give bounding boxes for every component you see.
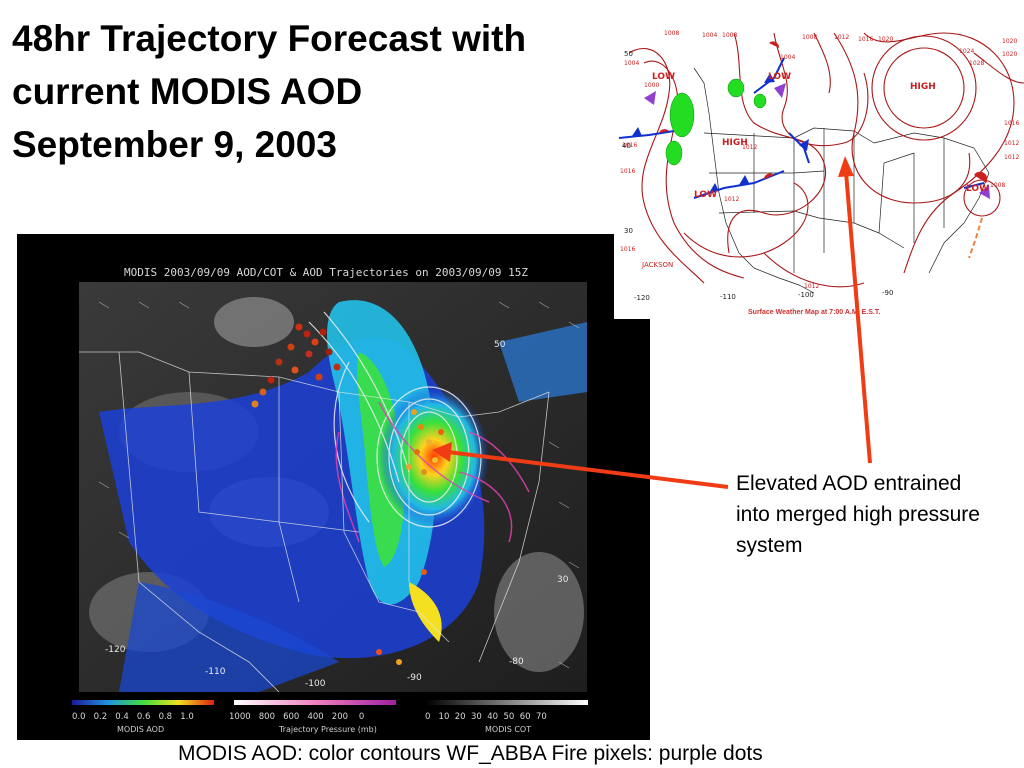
svg-text:1016: 1016 (620, 168, 635, 175)
annotation-text: Elevated AOD entrained into merged high … (736, 468, 1016, 561)
title-line-1: 48hr Trajectory Forecast with (12, 18, 527, 59)
title-line-2: current MODIS AOD (12, 71, 363, 112)
svg-text:1020: 1020 (1002, 51, 1017, 58)
svg-text:1016: 1016 (858, 36, 873, 43)
modis-lon-90: -90 (407, 673, 422, 683)
modis-image-title: MODIS 2003/09/09 AOD/COT & AOD Trajector… (124, 266, 528, 279)
arrow-to-weather-map (844, 171, 872, 464)
title-line-3: September 9, 2003 (12, 124, 337, 165)
svg-text:1008: 1008 (990, 182, 1005, 189)
modis-lon-100: -100 (305, 679, 326, 689)
svg-text:1004: 1004 (624, 60, 639, 67)
svg-text:1020: 1020 (878, 36, 893, 43)
aod-colorbar-ticks: 0.0 0.2 0.4 0.6 0.8 1.0 (72, 712, 194, 722)
low-label-3: LOW (694, 190, 717, 200)
annotation-line-3: system (736, 534, 803, 557)
surface-weather-map: LOW LOW HIGH HIGH LOW LOW 1008 1004 1008… (614, 23, 1024, 319)
svg-text:1012: 1012 (804, 283, 819, 290)
svg-text:1016: 1016 (622, 142, 637, 149)
arrow-to-modis (447, 450, 729, 489)
svg-text:1008: 1008 (802, 34, 817, 41)
svg-text:30: 30 (624, 227, 633, 235)
svg-text:1012: 1012 (1004, 154, 1019, 161)
pressure-colorbar-ticks: 1000 800 600 400 200 0 (229, 712, 365, 722)
city-jackson: JACKSON (641, 261, 673, 269)
low-label-1: LOW (652, 72, 675, 82)
modis-lon-120: -120 (105, 645, 126, 655)
svg-text:-100: -100 (798, 291, 814, 299)
svg-text:1004: 1004 (780, 54, 795, 61)
svg-text:1004: 1004 (702, 32, 717, 39)
slide-title: 48hr Trajectory Forecast with current MO… (12, 12, 592, 171)
svg-text:1012: 1012 (742, 144, 757, 151)
svg-text:1024: 1024 (959, 48, 974, 55)
modis-lon-80: -80 (509, 657, 524, 667)
svg-text:50: 50 (624, 50, 633, 58)
modis-lat-50: 50 (494, 340, 506, 350)
svg-text:40: 40 (622, 142, 631, 150)
modis-aod-image: MODIS 2003/09/09 AOD/COT & AOD Trajector… (17, 234, 650, 740)
svg-text:1012: 1012 (724, 196, 739, 203)
low-label-2: LOW (768, 72, 791, 82)
high-label-2: HIGH (722, 138, 748, 148)
annotation-line-1: Elevated AOD entrained (736, 472, 962, 495)
svg-text:-120: -120 (634, 294, 650, 302)
modis-lat-30: 30 (557, 575, 569, 585)
svg-text:1016: 1016 (1004, 120, 1019, 127)
svg-text:1020: 1020 (1002, 38, 1017, 45)
aod-colorbar-label: MODIS AOD (117, 725, 165, 734)
svg-text:-110: -110 (720, 293, 736, 301)
svg-text:1000: 1000 (644, 82, 659, 89)
pressure-colorbar-label: Trajectory Pressure (mb) (279, 725, 377, 734)
weather-map-caption: Surface Weather Map at 7:00 A.M. E.S.T. (748, 309, 881, 316)
svg-text:1008: 1008 (664, 30, 679, 37)
cot-colorbar-label: MODIS COT (485, 725, 532, 734)
svg-text:1012: 1012 (1004, 140, 1019, 147)
fire-pixels (251, 323, 444, 665)
annotation-line-2: into merged high pressure (736, 503, 980, 526)
modis-aod-map: 50 30 -120 -110 -100 -90 -80 (79, 282, 587, 692)
cot-colorbar-ticks: 0 10 20 30 40 50 60 70 (425, 712, 547, 722)
arrow-head-weather-map (838, 156, 854, 177)
figure-caption: MODIS AOD: color contours WF_ABBA Fire p… (178, 742, 763, 765)
modis-lon-110: -110 (205, 667, 226, 677)
svg-text:-90: -90 (882, 289, 893, 297)
svg-text:1016: 1016 (620, 246, 635, 253)
svg-text:1028: 1028 (969, 60, 984, 67)
low-label-4: LOW (966, 184, 989, 194)
colorbars (72, 700, 588, 705)
high-label-1: HIGH (910, 82, 936, 92)
svg-text:1012: 1012 (834, 34, 849, 41)
arrow-head-modis (432, 442, 452, 462)
svg-text:1008: 1008 (722, 32, 737, 39)
